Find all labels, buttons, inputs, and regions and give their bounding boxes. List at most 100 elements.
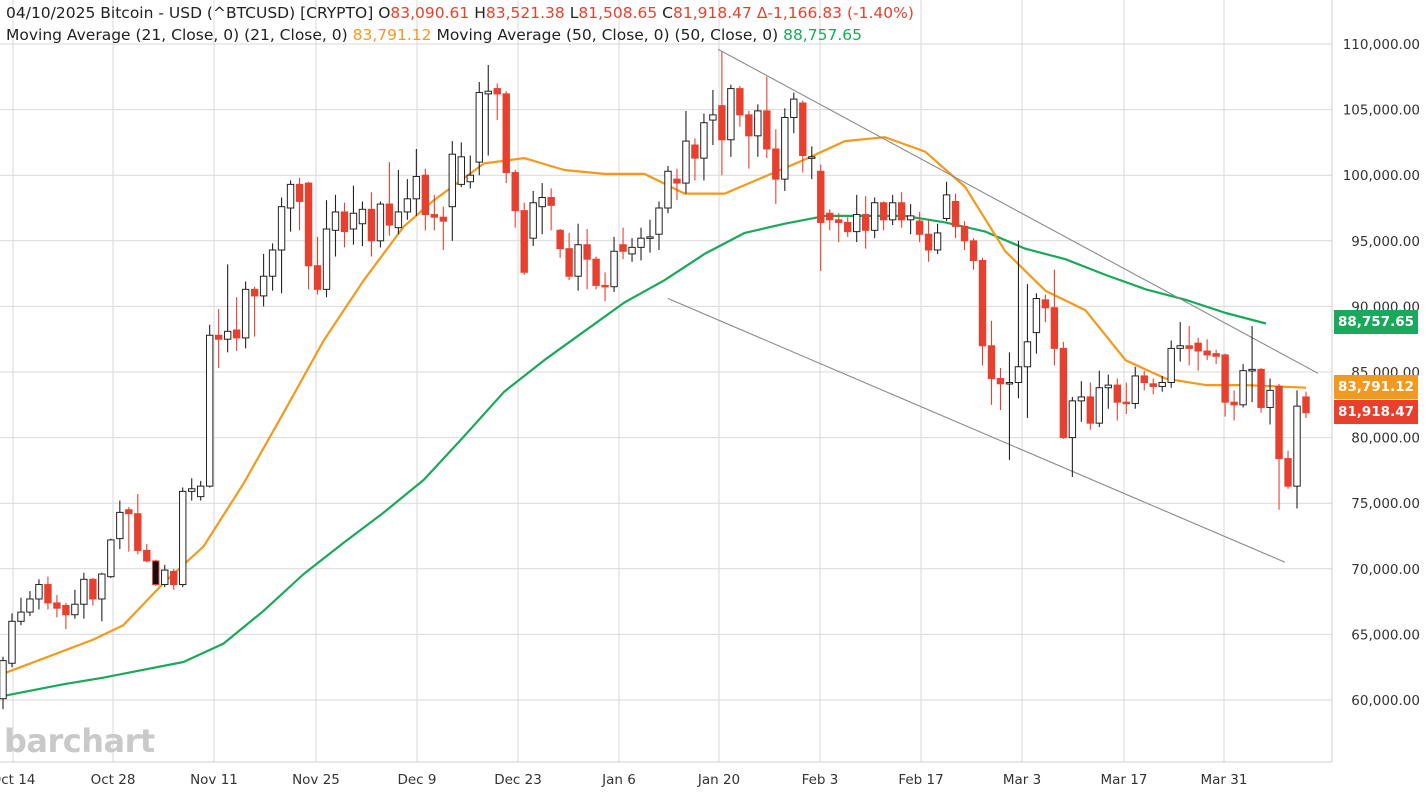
- candle-down: [583, 244, 591, 260]
- candle-up: [1293, 405, 1301, 487]
- candle-down: [170, 570, 178, 586]
- candle-down: [1203, 350, 1211, 356]
- x-tick-label: Mar 3: [1003, 772, 1041, 788]
- candle-down: [340, 211, 349, 233]
- candle-down: [736, 88, 744, 116]
- candle-down: [1059, 347, 1068, 439]
- y-tick-label: 70,000.00: [1351, 562, 1420, 578]
- candle-up: [26, 598, 34, 613]
- candle-up: [709, 114, 717, 121]
- candle-down: [430, 214, 439, 218]
- candle-down: [1140, 375, 1148, 383]
- candle-up: [781, 116, 789, 180]
- candle-down: [817, 170, 825, 223]
- candle-up: [457, 156, 465, 185]
- candle-down: [125, 509, 133, 515]
- candle-up: [1014, 366, 1023, 383]
- candle-up: [1158, 381, 1166, 387]
- high-label: H: [474, 4, 486, 22]
- candle-up: [349, 212, 358, 230]
- candle-up: [754, 110, 762, 137]
- candle-down: [313, 265, 322, 290]
- candle-up: [259, 275, 268, 297]
- y-tick-label: 95,000.00: [1351, 234, 1420, 250]
- candle-up: [646, 236, 654, 239]
- low-value: 81,508.65: [578, 4, 658, 22]
- candle-down: [1185, 345, 1193, 349]
- candle-up: [1248, 368, 1256, 372]
- candle-up: [331, 211, 340, 231]
- x-tick-label: Feb 3: [802, 772, 839, 788]
- ohlc-header: 04/10/2025 Bitcoin - USD (^BTCUSD) [CRYP…: [6, 4, 914, 22]
- candle-down: [304, 182, 313, 267]
- x-tick-label: Dec 23: [494, 772, 542, 788]
- candle-down: [1284, 458, 1292, 487]
- candle-down: [1257, 368, 1265, 408]
- y-tick-label: 110,000.00: [1343, 37, 1420, 53]
- candle-up: [71, 603, 79, 616]
- ma21-label: Moving Average (21, Close, 0): [6, 26, 240, 44]
- candle-up: [933, 232, 942, 251]
- ma50-line: [2, 214, 1267, 698]
- candle-down: [844, 221, 852, 233]
- ma21-value: 83,791.12: [352, 26, 432, 44]
- candle-down: [915, 220, 924, 235]
- candle-up: [484, 90, 492, 95]
- candle-up: [700, 122, 708, 159]
- candle-up: [223, 330, 232, 340]
- x-tick-label: Mar 17: [1101, 772, 1148, 788]
- ma21-params: (21, Close, 0): [244, 26, 348, 44]
- candle-up: [1068, 400, 1077, 439]
- x-tick-label: Mar 31: [1201, 772, 1248, 788]
- ma50-label: Moving Average (50, Close, 0): [436, 26, 670, 44]
- candle-down: [214, 334, 223, 340]
- x-tick-label: Jan 20: [697, 772, 740, 788]
- candle-down: [556, 229, 564, 250]
- candle-down: [44, 584, 52, 604]
- candle-up: [188, 488, 196, 492]
- candle-up: [808, 156, 816, 159]
- ma21-line: [2, 136, 1307, 675]
- header-date: 04/10/2025: [6, 4, 96, 22]
- candle-down: [960, 225, 969, 242]
- candle-down: [996, 378, 1005, 385]
- candle-up: [1095, 387, 1104, 424]
- candle-up: [322, 228, 331, 290]
- ma50-params: (50, Close, 0): [674, 26, 779, 44]
- high-value: 83,521.38: [485, 4, 565, 22]
- last-price-badge: 81,918.47: [1334, 400, 1418, 424]
- y-tick-label: 75,000.00: [1351, 496, 1420, 512]
- close-value: 81,918.47: [673, 4, 752, 22]
- close-label: C: [662, 4, 673, 22]
- candle-up: [448, 153, 457, 208]
- candle-down: [511, 172, 519, 212]
- candle-down: [152, 560, 160, 586]
- candle-up: [35, 584, 43, 600]
- candle-down: [1275, 385, 1283, 460]
- candle-up: [1104, 384, 1113, 389]
- candle-up: [8, 620, 16, 664]
- candle-down: [89, 578, 97, 600]
- candle-down: [987, 345, 996, 380]
- candle-down: [367, 208, 376, 242]
- candle-down: [62, 605, 70, 616]
- candle-down: [143, 549, 151, 562]
- candle-down: [969, 240, 978, 261]
- candle-up: [1032, 298, 1041, 334]
- candle-up: [942, 194, 951, 219]
- candle-up: [870, 202, 879, 231]
- barchart-logo: barchart: [4, 722, 155, 760]
- candle-down: [439, 216, 448, 222]
- x-tick-label: Oct 14: [0, 772, 35, 788]
- candle-down: [421, 174, 430, 216]
- x-tick-label: Dec 9: [397, 772, 436, 788]
- candle-down: [879, 202, 888, 221]
- candle-up: [376, 203, 385, 242]
- candle-down: [951, 200, 960, 227]
- candle-down: [897, 202, 906, 221]
- candle-down: [772, 148, 780, 180]
- candle-up: [205, 334, 214, 487]
- candle-up: [98, 573, 106, 600]
